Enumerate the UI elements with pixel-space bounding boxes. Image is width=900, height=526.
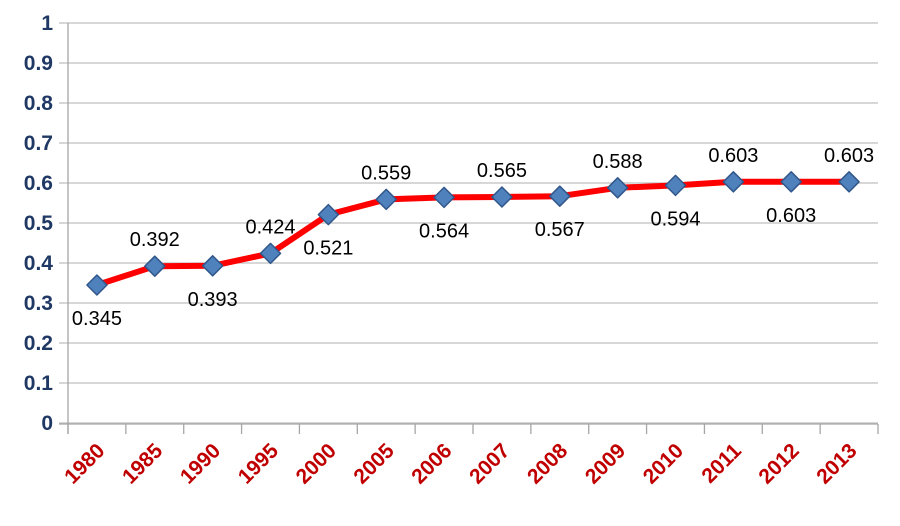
data-point-marker (722, 171, 745, 193)
data-point-label: 0.603 (708, 145, 758, 167)
x-axis-category-label: 2008 (523, 439, 573, 489)
x-axis-category-label: 2011 (697, 439, 746, 488)
y-axis-tick-label: 0.1 (24, 372, 54, 395)
data-point-label: 0.565 (477, 160, 527, 182)
data-point-marker (549, 185, 571, 207)
data-point-marker (664, 174, 687, 197)
data-point-marker (144, 255, 166, 277)
x-axis-category-label: 2009 (581, 439, 630, 488)
x-axis-category-label: 1990 (176, 439, 225, 488)
data-point-marker (838, 171, 860, 193)
data-point-marker (201, 255, 224, 277)
x-axis-category-label: 2006 (407, 439, 456, 488)
x-axis-category-label: 1995 (234, 439, 284, 489)
data-point-marker (491, 186, 513, 208)
x-axis-category-label: 1980 (60, 439, 109, 488)
data-point-label: 0.603 (766, 205, 816, 227)
x-axis-category-label: 2010 (639, 439, 688, 488)
data-point-marker (317, 203, 340, 226)
x-axis-category-label: 2000 (292, 439, 341, 488)
data-point-marker (433, 186, 455, 209)
y-axis-tick-label: 0.3 (24, 292, 53, 315)
data-point-label: 0.392 (130, 229, 180, 251)
y-axis-tick-label: 0.9 (24, 52, 53, 75)
data-point-marker (86, 274, 108, 296)
data-point-marker (375, 188, 397, 211)
data-point-label: 0.594 (650, 208, 700, 230)
y-axis-tick-label: 0.2 (24, 332, 53, 355)
data-point-label: 0.521 (303, 238, 353, 260)
data-point-marker (780, 171, 802, 193)
y-axis-tick-label: 0.4 (24, 252, 54, 275)
y-axis-tick-label: 0 (41, 412, 53, 435)
y-axis-tick-label: 0.5 (24, 212, 54, 235)
data-point-label: 0.345 (72, 308, 122, 330)
x-axis-category-label: 2013 (812, 439, 861, 488)
data-point-label: 0.424 (245, 216, 295, 238)
x-axis-category-label: 2005 (349, 439, 399, 489)
data-point-label: 0.588 (593, 151, 643, 173)
x-axis-category-label: 2012 (754, 439, 803, 488)
data-point-label: 0.393 (188, 289, 238, 311)
data-point-label: 0.603 (824, 145, 874, 167)
y-axis-tick-label: 0.8 (24, 92, 54, 115)
data-point-marker (606, 177, 629, 199)
data-point-marker (259, 242, 282, 265)
x-axis-category-label: 2007 (465, 439, 514, 488)
y-axis-tick-label: 0.6 (24, 172, 53, 195)
data-point-label: 0.564 (419, 220, 469, 242)
x-axis-category-label: 1985 (118, 439, 168, 489)
data-point-label: 0.559 (361, 162, 411, 184)
y-axis-tick-label: 1 (41, 12, 53, 35)
y-axis-tick-label: 0.7 (24, 132, 53, 155)
data-point-label: 0.567 (535, 219, 585, 241)
